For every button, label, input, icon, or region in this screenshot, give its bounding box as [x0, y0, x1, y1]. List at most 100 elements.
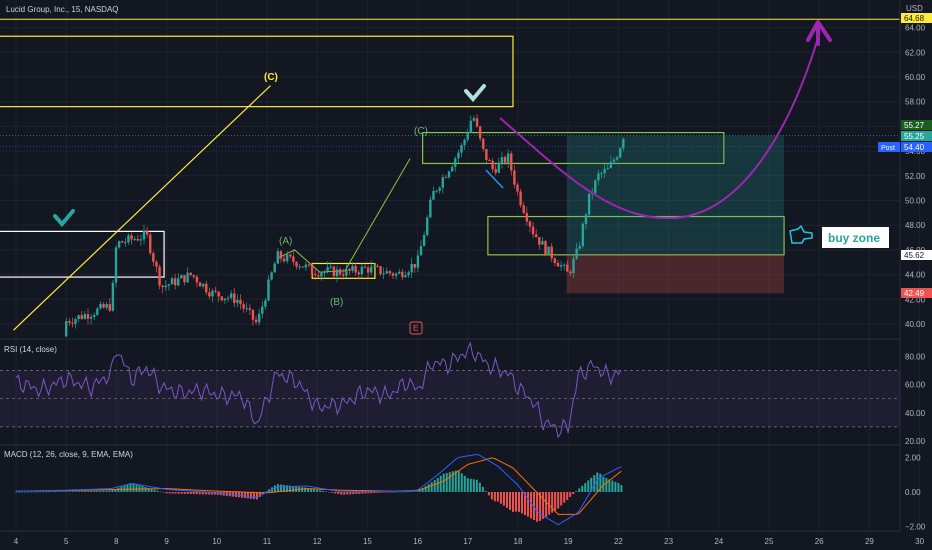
macd-histogram-bar [162, 492, 165, 493]
chart-title: Lucid Group, Inc., 15, NASDAQ [6, 5, 119, 14]
wave-c-mid-label: (C) [414, 126, 428, 137]
macd-histogram-bar [542, 492, 545, 519]
candle-body [217, 291, 220, 297]
macd-axis-label: −2.00 [905, 522, 926, 531]
candle-body [136, 239, 139, 241]
macd-histogram-bar [30, 491, 33, 493]
macd-histogram-bar [186, 492, 189, 494]
candle-body [460, 145, 463, 153]
macd-histogram-bar [364, 492, 367, 494]
wave-a-label: (A) [279, 236, 292, 247]
macd-histogram-bar [620, 485, 623, 492]
candle-body [348, 268, 351, 271]
profit-zone [566, 135, 785, 255]
candle-body [173, 278, 177, 286]
macd-histogram-bar [379, 492, 382, 493]
long-position-tool[interactable] [566, 135, 785, 294]
macd-histogram-bar [533, 492, 536, 521]
macd-histogram-bar [448, 472, 451, 492]
macd-histogram-bar [385, 492, 388, 493]
candle-body [257, 313, 261, 323]
macd-histogram-bar [63, 491, 66, 492]
candle-body [429, 199, 432, 218]
macd-histogram-bar [608, 479, 611, 492]
trend-line-short[interactable] [485, 169, 504, 189]
macd-histogram-bar [237, 492, 240, 498]
candle-body [332, 266, 336, 277]
macd-histogram-bar [599, 473, 602, 492]
macd-histogram-bar [560, 492, 563, 506]
candle-body [373, 265, 376, 267]
macd-histogram-bar [551, 492, 554, 513]
price-axis-label: 44.00 [905, 271, 926, 280]
macd-histogram-bar [545, 492, 548, 517]
time-axis-label: 17 [463, 537, 472, 546]
candle-body [559, 265, 563, 267]
macd-histogram-bar [277, 484, 280, 492]
candle-body [432, 190, 435, 200]
macd-histogram-bar [349, 492, 352, 495]
macd-histogram-bar [93, 490, 96, 492]
candle-body [133, 239, 136, 241]
candle-body [189, 272, 192, 276]
candle-body [475, 118, 479, 127]
macd-histogram-bar [129, 483, 132, 492]
candle-body [86, 314, 90, 319]
candle-body [313, 273, 317, 276]
earnings-marker[interactable] [409, 321, 423, 335]
candle-body [538, 237, 541, 245]
macd-histogram-bar [572, 492, 575, 495]
candle-body [233, 293, 236, 303]
macd-histogram-bar [90, 490, 93, 492]
macd-histogram-bar [180, 492, 183, 494]
candle-body [447, 171, 451, 178]
macd-histogram-bar [150, 488, 153, 492]
post-tag [878, 142, 900, 152]
post-price-tag [901, 142, 932, 152]
trend-lines[interactable] [13, 85, 411, 331]
macd-histogram-bar [581, 485, 584, 492]
candle-body [201, 283, 205, 287]
rsi-axis-label: 40.00 [905, 409, 926, 418]
candle-body [102, 303, 105, 308]
elliott-wave-line [276, 158, 411, 273]
time-axis-label: 9 [164, 537, 169, 546]
macd-histogram-bar [108, 490, 111, 492]
macd-histogram-bar [153, 489, 156, 492]
time-axis[interactable]: 4 5 8 9 10 11 12 15 16 17 18 19 22 23 24 25 26 29 30 [14, 537, 925, 546]
zone-rectangles[interactable] [0, 35, 785, 279]
macd-histogram-bar [575, 491, 578, 492]
candle-body [357, 272, 360, 275]
candle-body [111, 282, 115, 311]
candle-body [192, 275, 196, 277]
candle-body [279, 251, 283, 259]
buy-zone-label-box[interactable] [822, 227, 889, 248]
candle-body [93, 314, 96, 317]
macd-histogram-bar [117, 487, 120, 492]
macd-histogram-bar [210, 492, 213, 495]
macd-histogram-bar [397, 491, 400, 493]
candle-body [457, 152, 460, 159]
candle-body [482, 138, 485, 149]
candle-body [214, 290, 217, 292]
macd-histogram-bar [421, 488, 424, 492]
candle-body [273, 263, 276, 273]
support-tag [901, 250, 932, 260]
candle-body [342, 274, 345, 276]
candle-body [594, 180, 597, 193]
candle-body [270, 272, 273, 280]
target-projection-curve[interactable] [499, 37, 819, 220]
macd-histogram-bar [463, 475, 466, 492]
macd-histogram-bar [530, 492, 533, 519]
macd-histogram-bar [195, 492, 198, 495]
macd-histogram-bar [313, 489, 316, 492]
candle-body [177, 278, 180, 286]
macd-pane [15, 453, 623, 526]
macd-histogram-bar [135, 484, 138, 492]
macd-histogram-bar [502, 492, 505, 506]
candle-body [438, 187, 441, 191]
macd-histogram-bar [370, 492, 373, 494]
candle-body [354, 266, 357, 273]
candle-body [426, 217, 429, 235]
